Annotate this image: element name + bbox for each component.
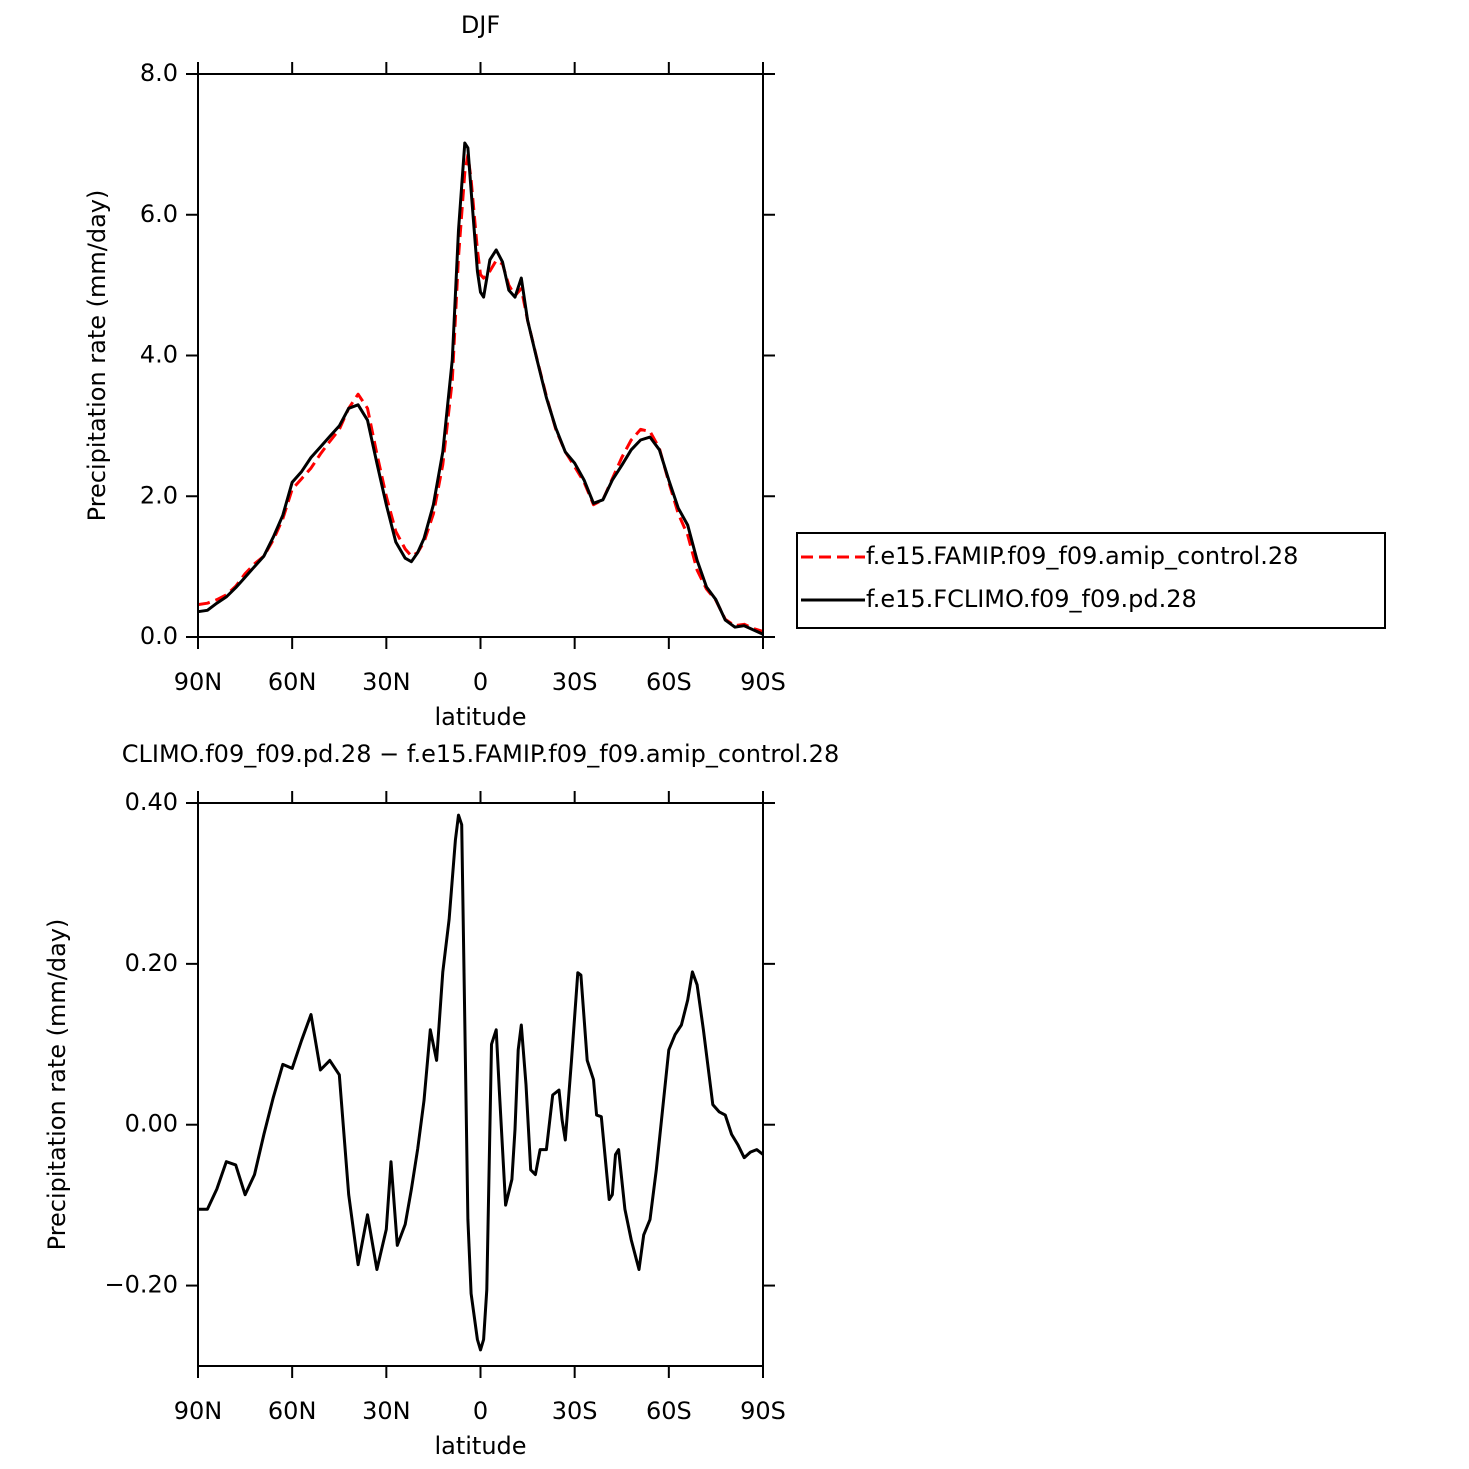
legend-label: f.e15.FAMIP.f09_f09.amip_control.28 — [866, 542, 1298, 570]
x-tick-label: 30S — [552, 1397, 598, 1425]
y-tick-label: 0.20 — [125, 949, 178, 977]
x-tick-label: 0 — [473, 1397, 488, 1425]
chart-title: DJF — [461, 11, 500, 39]
data-line — [197, 153, 764, 633]
x-tick-label: 60N — [268, 1397, 317, 1425]
y-tick-label: 2.0 — [140, 481, 178, 509]
y-tick-label: 0.00 — [125, 1110, 178, 1138]
data-line — [197, 141, 764, 636]
plot-frame — [197, 73, 764, 638]
y-axis-label: Precipitation rate (mm/day) — [83, 190, 111, 522]
y-tick-label: 8.0 — [140, 59, 178, 87]
x-tick-label: 60S — [646, 1397, 692, 1425]
chart-title: CLIMO.f09_f09.pd.28 − f.e15.FAMIP.f09_f0… — [122, 740, 839, 768]
y-axis-label: Precipitation rate (mm/day) — [43, 919, 71, 1251]
x-tick-label: 30N — [362, 1397, 411, 1425]
y-tick-label: 4.0 — [140, 341, 178, 369]
plot-frame — [197, 802, 764, 1367]
x-tick-label: 90S — [740, 668, 786, 696]
x-axis-label: latitude — [434, 1432, 526, 1460]
y-tick-label: 0.40 — [125, 788, 178, 816]
x-tick-label: 30S — [552, 668, 598, 696]
x-tick-label: 60N — [268, 668, 317, 696]
y-tick-label: −0.20 — [104, 1271, 178, 1299]
x-tick-label: 90N — [174, 668, 223, 696]
x-tick-label: 90S — [740, 1397, 786, 1425]
data-line — [198, 813, 764, 1352]
y-tick-label: 0.0 — [140, 622, 178, 650]
y-tick-label: 6.0 — [140, 200, 178, 228]
x-tick-label: 0 — [473, 668, 488, 696]
x-tick-label: 90N — [174, 1397, 223, 1425]
legend-box — [796, 532, 1386, 629]
x-tick-label: 60S — [646, 668, 692, 696]
x-axis-label: latitude — [434, 703, 526, 731]
x-tick-label: 30N — [362, 668, 411, 696]
legend-label: f.e15.FCLIMO.f09_f09.pd.28 — [866, 585, 1197, 613]
